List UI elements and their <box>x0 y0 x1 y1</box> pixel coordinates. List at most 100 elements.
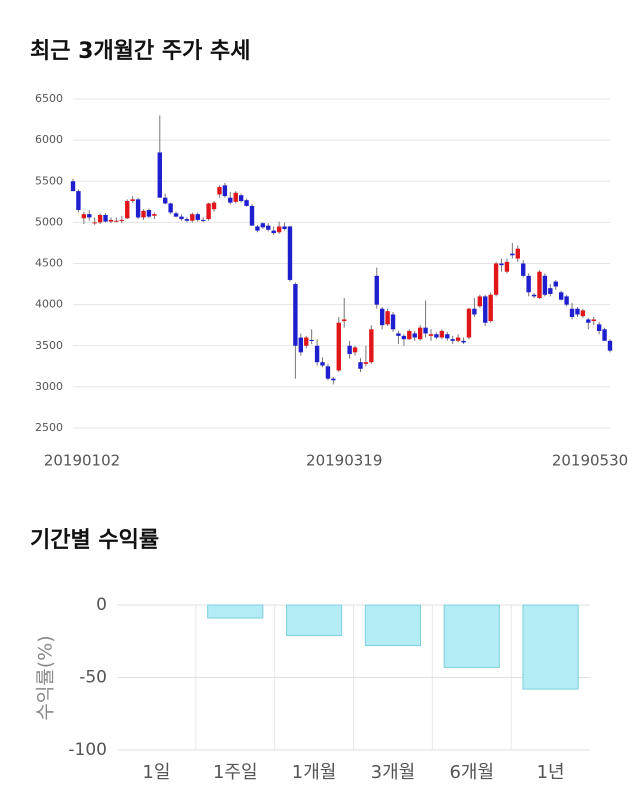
candle-body <box>596 324 602 331</box>
candle-body <box>358 362 363 369</box>
candle-body <box>591 319 596 322</box>
candle-body <box>352 347 358 353</box>
candle-body <box>119 219 125 221</box>
candle-body <box>434 334 439 338</box>
candle-body <box>244 200 249 206</box>
candle-body <box>483 296 488 323</box>
candle-body <box>103 214 108 222</box>
candle-body <box>222 185 228 197</box>
candle-body <box>168 203 173 213</box>
candle-body <box>97 214 103 223</box>
x-tick-label: 6개월 <box>449 762 494 783</box>
y-tick-label: -100 <box>68 740 107 760</box>
candle-body <box>195 214 200 220</box>
candle-body <box>526 275 531 293</box>
candle-body <box>450 339 455 341</box>
y-tick-label: 2500 <box>35 421 63 434</box>
candle-body <box>206 203 211 220</box>
bar <box>207 604 264 619</box>
candle-body <box>493 263 499 295</box>
candle-body <box>401 335 407 340</box>
candle-body <box>276 226 282 233</box>
candle-body <box>385 311 390 325</box>
candle-body <box>472 308 477 315</box>
candle-body <box>76 191 81 211</box>
x-tick-label: 20190102 <box>44 452 120 470</box>
candle-body <box>575 308 580 315</box>
bar <box>364 604 422 647</box>
x-tick-label: 3개월 <box>371 762 416 783</box>
candle-body <box>390 314 396 330</box>
y-tick-label: 4000 <box>35 298 63 311</box>
candle-body <box>488 294 493 322</box>
x-tick-label: 1년 <box>537 762 565 783</box>
candle-body <box>249 205 255 226</box>
candle-body <box>260 223 266 228</box>
y-tick-label: -50 <box>79 668 107 688</box>
candle-body <box>445 334 450 339</box>
y-axis-label: 수익률(%) <box>35 635 57 720</box>
candle-body <box>558 292 564 300</box>
y-tick-label: 6000 <box>35 133 63 146</box>
candle-body <box>379 308 385 326</box>
candle-body <box>369 329 374 363</box>
candle-body <box>515 248 520 259</box>
candle-body <box>282 226 287 229</box>
candle-body <box>304 337 309 346</box>
x-tick-label: 1일 <box>142 762 170 783</box>
candle-body <box>320 362 325 366</box>
candle-body <box>298 337 304 353</box>
candle-body <box>407 330 412 340</box>
x-tick-label: 20190530 <box>552 452 628 470</box>
candle-body <box>238 195 244 201</box>
candle-body <box>542 275 548 295</box>
bar <box>522 604 579 690</box>
candle-body <box>607 340 613 351</box>
candle-body <box>521 263 526 276</box>
candle-body <box>211 202 217 210</box>
candle-body <box>81 214 87 219</box>
candle-body <box>163 197 168 204</box>
candle-body <box>423 327 428 334</box>
chart-title: 최근 3개월간 주가 추세 <box>30 39 250 64</box>
candle-body <box>363 362 369 364</box>
candle-body <box>477 296 483 307</box>
candle-body <box>428 334 434 336</box>
candle-body <box>184 219 190 221</box>
candle-body <box>564 296 569 305</box>
candle-body <box>70 181 76 192</box>
candle-body <box>108 219 114 222</box>
candle-body <box>228 197 233 203</box>
candle-body <box>92 222 97 224</box>
candle-body <box>336 322 341 371</box>
candle-body <box>417 327 423 340</box>
candle-body <box>173 213 179 217</box>
candle-body <box>190 214 195 221</box>
candle-body <box>396 333 401 336</box>
candle-body <box>510 253 515 256</box>
bar <box>443 604 500 668</box>
candle-body <box>266 225 271 230</box>
candle-body <box>569 308 575 317</box>
candle-body <box>325 366 331 379</box>
y-tick-label: 4500 <box>35 257 63 270</box>
candle-body <box>548 288 553 294</box>
candle-body <box>586 319 591 323</box>
candle-body <box>217 187 222 195</box>
candle-body <box>466 308 472 338</box>
candle-body <box>309 339 314 341</box>
candle-body <box>287 226 293 280</box>
candle-body <box>233 192 238 202</box>
candle-body <box>135 199 141 218</box>
candle-body <box>602 329 607 341</box>
x-tick-label: 1주일 <box>213 762 258 783</box>
candle-body <box>271 230 276 234</box>
candle-body <box>580 310 586 317</box>
candle-body <box>347 345 352 354</box>
candle-body <box>499 263 504 266</box>
candle-body <box>146 210 152 217</box>
candle-body <box>314 345 320 363</box>
candle-body <box>179 216 184 220</box>
candle-body <box>455 337 461 341</box>
